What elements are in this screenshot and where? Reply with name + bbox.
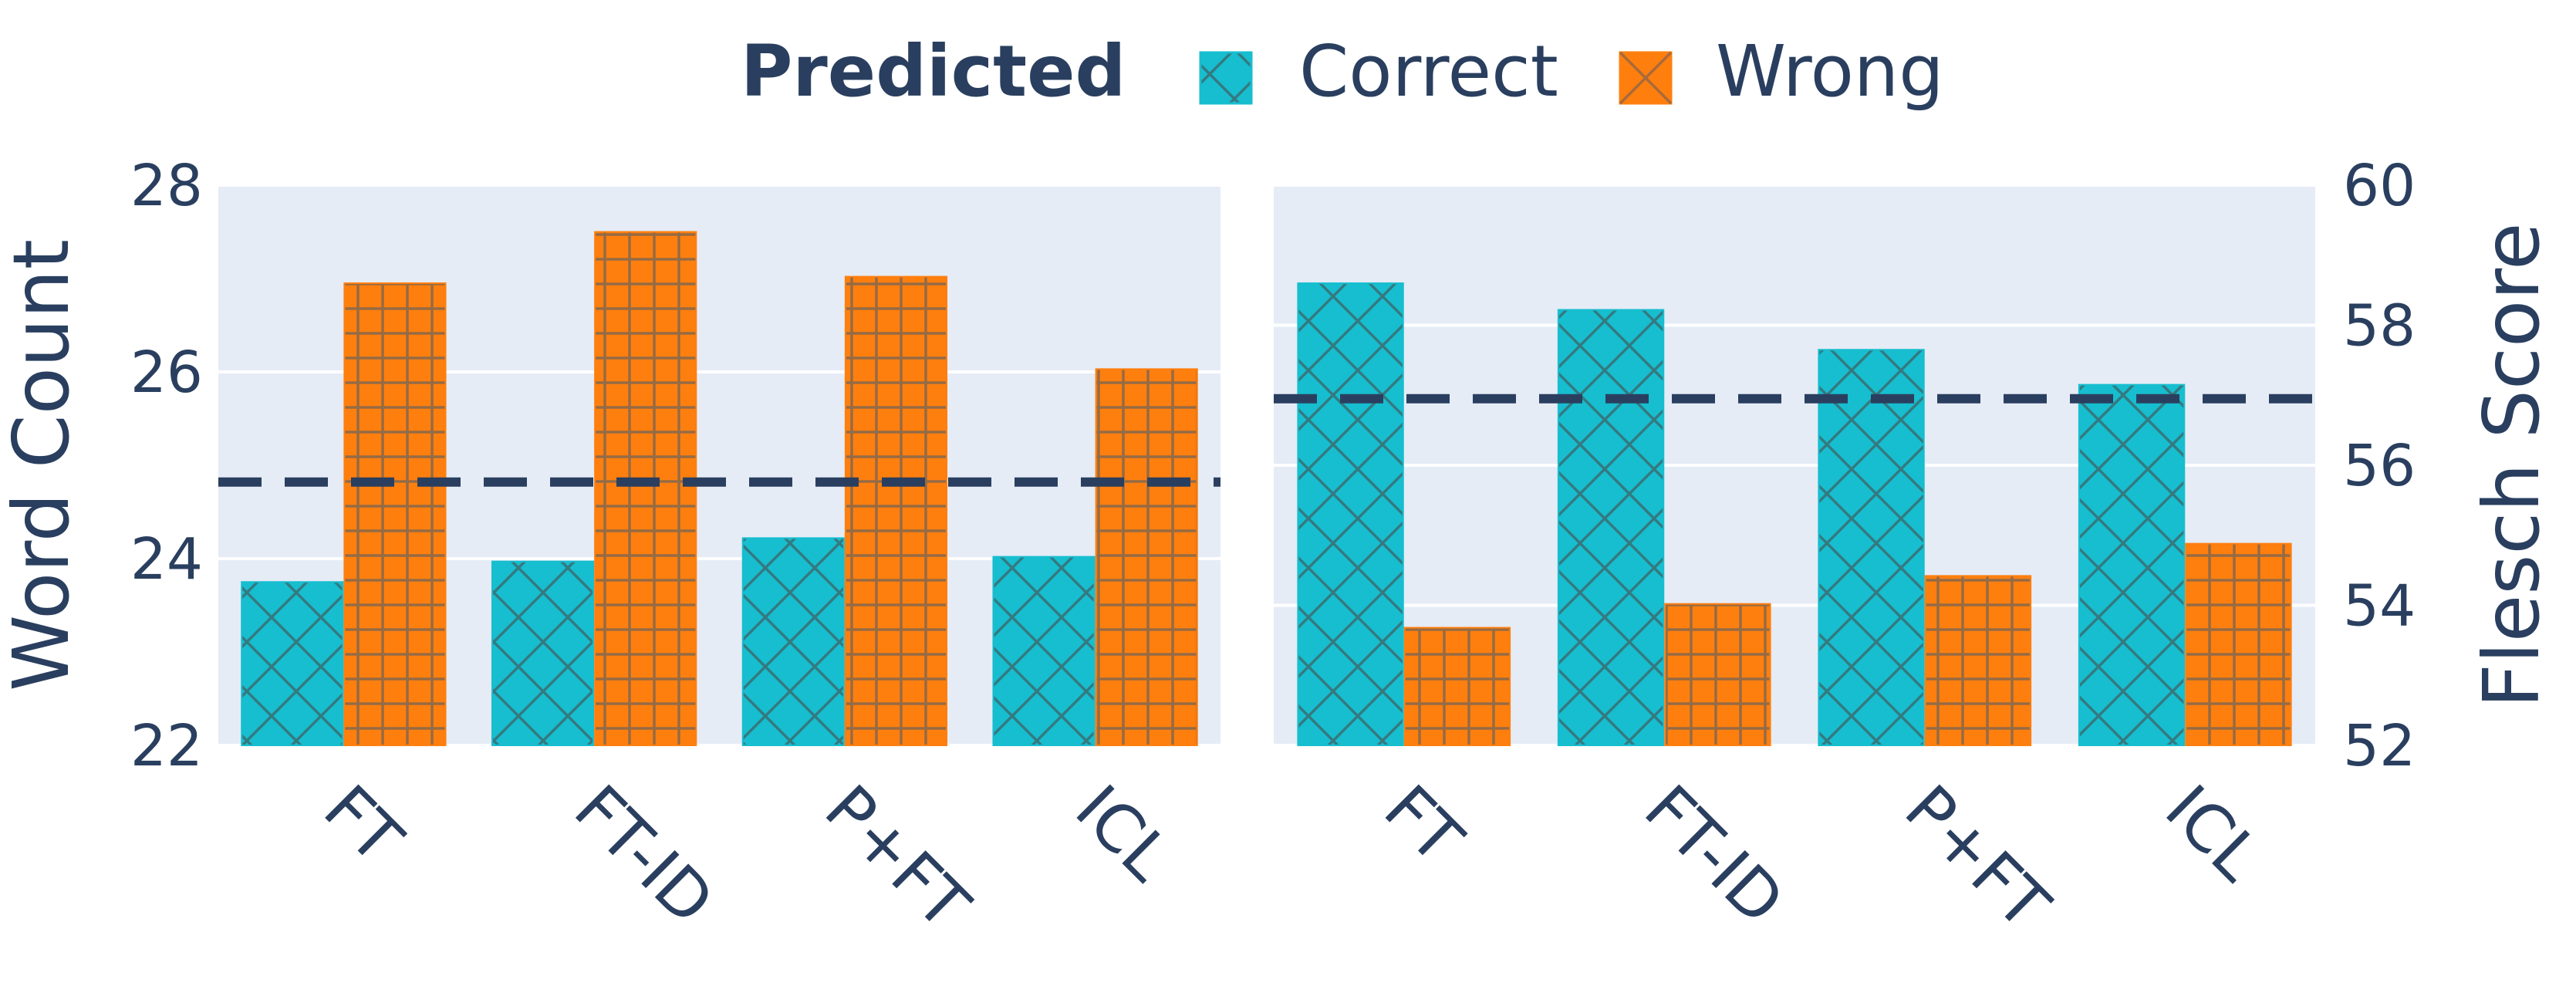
bar-wrong-icl[interactable] <box>2185 542 2292 746</box>
bar-correct-ftid[interactable] <box>1557 309 1665 747</box>
bar-wrong-ftid[interactable] <box>1664 603 1771 746</box>
y-tick-label: 22 <box>130 713 203 779</box>
bar-correct-ftid[interactable] <box>491 560 595 746</box>
x-tick-label: FT-ID <box>560 771 728 939</box>
bar-correct-ft[interactable] <box>1297 282 1404 746</box>
bar-wrong-pft[interactable] <box>844 275 948 746</box>
bar-wrong-ftid[interactable] <box>594 231 697 746</box>
x-tick-label: FT-ID <box>1630 771 1798 939</box>
x-tick-label: ICL <box>2151 771 2276 896</box>
bar-correct-pft[interactable] <box>1818 349 1925 746</box>
y-tick-label: 56 <box>2343 433 2416 499</box>
y-tick-label: 58 <box>2343 293 2416 360</box>
bar-correct-icl[interactable] <box>992 556 1096 747</box>
legend-label-correct: Correct <box>1299 30 1558 113</box>
legend-label-wrong: Wrong <box>1716 30 1944 113</box>
bar-wrong-ft[interactable] <box>1403 627 1511 746</box>
x-tick-label: FT <box>309 771 417 878</box>
legend-item-wrong[interactable]: Wrong <box>1619 30 1944 113</box>
bar-wrong-ft[interactable] <box>343 282 447 746</box>
x-tick-label: ICL <box>1061 771 1186 896</box>
y-tick-label: 24 <box>130 526 203 593</box>
y-tick-label: 26 <box>130 339 203 406</box>
legend-swatch-correct <box>1199 51 1253 105</box>
bar-wrong-icl[interactable] <box>1095 368 1198 746</box>
bar-wrong-pft[interactable] <box>1924 575 2032 747</box>
right-panel: 52 54 56 58 60 FT FT-ID P+FT ICL Flesch Score <box>1274 153 2557 944</box>
x-tick-label: P+FT <box>811 771 984 944</box>
bar-correct-icl[interactable] <box>2078 383 2186 746</box>
bar-correct-ft[interactable] <box>241 581 344 746</box>
left-panel: 22 24 26 28 FT FT-ID P+FT ICL Word Count <box>0 153 1220 944</box>
bar-correct-pft[interactable] <box>741 537 845 746</box>
y-tick-label: 28 <box>130 153 203 219</box>
y-tick-label: 52 <box>2343 713 2416 779</box>
y-axis-title: Word Count <box>0 239 86 691</box>
x-tick-label: FT <box>1370 771 1477 878</box>
legend-swatch-wrong-hatch <box>1619 51 1673 105</box>
y-axis-title: Flesch Score <box>2466 222 2557 708</box>
legend: Predicted Correct Wrong <box>741 30 1944 113</box>
x-tick-label: P+FT <box>1891 771 2065 944</box>
legend-item-correct[interactable]: Correct <box>1199 30 1558 113</box>
legend-title: Predicted <box>741 30 1126 113</box>
y-tick-label: 60 <box>2343 153 2416 219</box>
y-tick-label: 54 <box>2343 573 2416 640</box>
